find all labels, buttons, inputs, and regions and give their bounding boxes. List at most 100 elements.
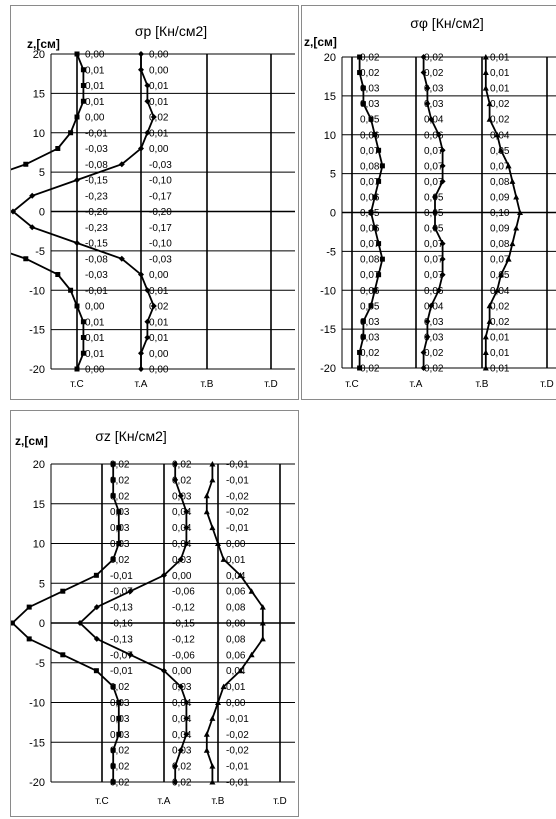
data-point (372, 132, 378, 138)
data-point (424, 100, 431, 107)
data-label: 0,04 (490, 130, 510, 141)
data-label: -0,02 (226, 746, 249, 757)
data-label: 0,01 (85, 317, 105, 328)
y-tick-label: -20 (320, 363, 336, 375)
data-label: -0,12 (172, 603, 195, 614)
data-label: 0,02 (490, 317, 510, 328)
data-label: 0,04 (172, 714, 192, 725)
data-label: 0,00 (149, 270, 169, 281)
data-point (360, 101, 366, 107)
data-point (177, 492, 184, 499)
data-label: 0,00 (226, 539, 246, 550)
x-category-label: т.D (273, 796, 286, 807)
data-label: 0,01 (490, 53, 510, 64)
data-point (439, 256, 446, 263)
data-label: 0,00 (149, 50, 169, 61)
y-tick-label: 10 (33, 539, 45, 551)
data-point (482, 54, 489, 60)
data-label: 0,01 (490, 68, 510, 79)
data-point (74, 366, 80, 372)
data-label: 0,04 (226, 666, 246, 677)
data-point (74, 240, 80, 246)
data-label: 0,09 (490, 224, 510, 235)
data-label: 0,08 (360, 161, 380, 172)
data-label: -0,15 (85, 176, 108, 187)
data-point (432, 225, 438, 232)
data-point (435, 287, 442, 294)
y-tick-label: -15 (320, 324, 336, 336)
chart-sigma-p-plot: σp [Кн/см2] z,[см]20 15 10 5 0 -5 -10 -15 -20 т.C т… (11, 23, 295, 390)
data-point (424, 318, 431, 325)
data-point (172, 476, 179, 483)
data-label: 0,04 (424, 301, 444, 312)
data-label: -0,13 (110, 634, 133, 645)
y-axis-label: z,[см] (27, 37, 60, 51)
data-point (110, 493, 116, 499)
data-point (420, 365, 427, 371)
data-point (116, 715, 122, 721)
y-tick-label: -15 (29, 325, 45, 337)
data-label: 0,10 (490, 208, 510, 219)
data-point (203, 492, 210, 499)
data-label: 0,07 (360, 146, 380, 157)
data-label: 0,07 (424, 161, 444, 172)
data-point (360, 85, 366, 91)
data-label: 0,01 (85, 81, 105, 92)
data-label: -0,10 (149, 176, 172, 187)
data-label: 0,05 (424, 224, 444, 235)
data-point (29, 192, 36, 199)
data-label: 0,01 (149, 97, 169, 108)
y-tick-label: 15 (33, 88, 45, 100)
data-point (372, 287, 378, 293)
data-label: 0,03 (110, 523, 130, 534)
data-label: 0,04 (172, 523, 192, 534)
data-label: 0,07 (490, 161, 510, 172)
data-point (376, 178, 382, 184)
data-label: -0,17 (149, 223, 172, 234)
data-label: 0,00 (149, 365, 169, 376)
data-point (26, 636, 32, 642)
data-label: -0,01 (226, 714, 249, 725)
data-label: 0,06 (226, 587, 246, 598)
y-tick-label: 0 (39, 207, 45, 219)
chart-sigma-p: σp [Кн/см2] z,[см] 20 15 10 5 0 -5 -10 -15 -20 т.C т… (10, 5, 299, 400)
data-point (11, 620, 15, 626)
data-point (138, 66, 144, 73)
data-label: 0,01 (490, 348, 510, 359)
data-label: 0,08 (226, 619, 246, 630)
data-point (116, 731, 122, 737)
data-point (513, 225, 520, 231)
y-tick-label: 5 (39, 167, 45, 179)
data-point (150, 114, 157, 120)
data-point (183, 524, 190, 531)
data-label: 0,02 (172, 460, 192, 471)
data-label: 0,05 (424, 192, 444, 203)
data-label: 0,04 (226, 571, 246, 582)
data-label: -0,01 (226, 523, 249, 534)
data-label: -0,03 (85, 144, 108, 155)
y-tick-label: -10 (320, 285, 336, 297)
x-category-label: т.C (95, 796, 108, 807)
data-point (110, 684, 116, 690)
data-point (209, 524, 216, 531)
data-label: -0,10 (149, 239, 172, 250)
y-tick-label: -20 (29, 777, 45, 789)
data-point (368, 303, 374, 309)
y-axis-label: z,[см] (15, 434, 48, 448)
data-point (138, 145, 144, 152)
data-label: 0,02 (490, 301, 510, 312)
data-point (110, 779, 116, 785)
data-point (172, 461, 179, 467)
data-point (420, 69, 427, 76)
data-point (237, 667, 244, 674)
data-label: 0,02 (490, 99, 510, 110)
data-label: 0,06 (424, 286, 444, 297)
data-point (26, 604, 32, 610)
data-point (209, 763, 216, 769)
data-point (357, 365, 363, 371)
data-label: 0,03 (110, 714, 130, 725)
data-point (138, 366, 144, 372)
data-label: 0,01 (85, 349, 105, 360)
data-label: 0,06 (226, 650, 246, 661)
data-point (203, 731, 210, 737)
